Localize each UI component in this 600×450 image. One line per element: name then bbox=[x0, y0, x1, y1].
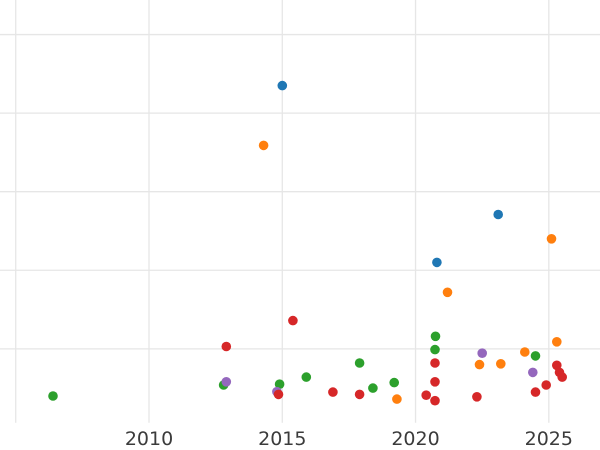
data-point-red bbox=[221, 341, 232, 352]
data-point-blue bbox=[277, 80, 288, 91]
data-point-green bbox=[530, 351, 541, 361]
data-point-red bbox=[541, 380, 551, 390]
data-point-orange bbox=[546, 234, 557, 244]
data-point-orange bbox=[392, 394, 402, 404]
data-point-blue bbox=[493, 209, 504, 220]
data-point-blue bbox=[432, 257, 442, 268]
data-point-red bbox=[430, 377, 440, 387]
data-point-purple bbox=[528, 367, 538, 378]
data-point-red bbox=[328, 387, 338, 397]
data-point-red bbox=[354, 389, 365, 400]
data-point-red bbox=[430, 395, 440, 406]
data-point-orange bbox=[552, 337, 562, 347]
data-point-red bbox=[430, 358, 440, 368]
data-point-red bbox=[472, 392, 482, 402]
data-point-green bbox=[274, 379, 285, 390]
x-tick-label: 2010 bbox=[125, 428, 173, 450]
data-point-purple bbox=[221, 377, 232, 387]
x-tick-label: 2015 bbox=[258, 428, 306, 450]
data-point-red bbox=[273, 389, 284, 400]
data-point-green bbox=[301, 372, 312, 382]
data-point-orange bbox=[496, 359, 506, 369]
data-point-green bbox=[430, 331, 441, 342]
data-point-red bbox=[530, 387, 541, 397]
gridlines bbox=[0, 0, 600, 423]
x-tick-label: 2020 bbox=[391, 428, 439, 450]
data-point-red bbox=[557, 372, 567, 382]
x-axis-tick-labels: 2010 2015 2020 2025 bbox=[125, 428, 573, 450]
data-point-green bbox=[430, 344, 440, 355]
data-point-orange bbox=[258, 140, 269, 151]
data-point-orange bbox=[474, 359, 485, 370]
data-point-green bbox=[368, 383, 378, 393]
data-points bbox=[48, 80, 567, 406]
data-point-purple bbox=[477, 348, 488, 359]
data-point-green bbox=[48, 391, 58, 401]
data-point-red bbox=[288, 315, 298, 326]
data-point-green bbox=[354, 358, 365, 368]
data-point-red bbox=[421, 390, 432, 401]
data-point-orange bbox=[520, 347, 530, 357]
data-point-green bbox=[389, 377, 400, 388]
x-tick-label: 2025 bbox=[525, 428, 573, 450]
data-point-orange bbox=[442, 287, 453, 298]
